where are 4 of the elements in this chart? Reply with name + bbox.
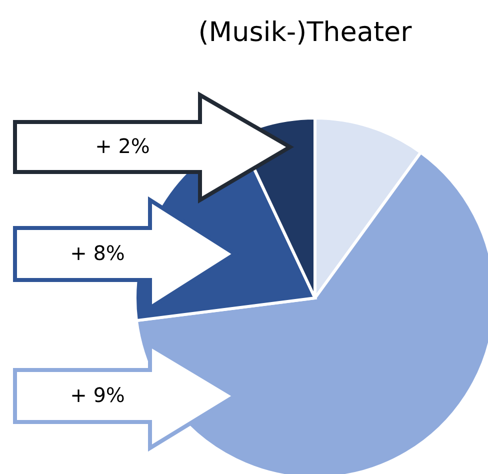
text: + 2% [95, 134, 150, 158]
text: + 8% [70, 241, 125, 265]
chart-title: (Musik-)Theater [198, 17, 413, 48]
text: + 9% [70, 383, 125, 407]
